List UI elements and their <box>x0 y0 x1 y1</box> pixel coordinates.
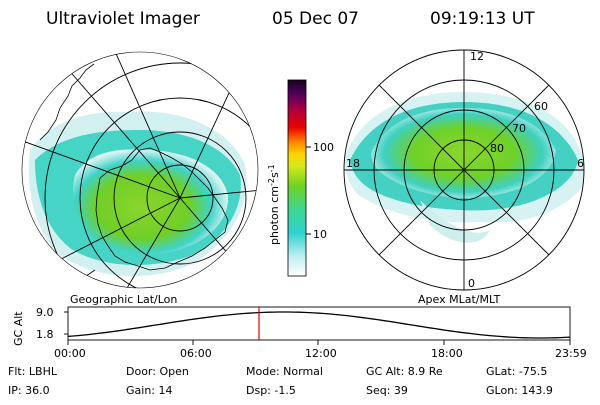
seq-info: Seq: 39 <box>366 384 408 397</box>
colorbar-unit-label: photon cm-2s-1 <box>267 164 282 245</box>
gain-info: Gain: 14 <box>126 384 173 397</box>
time-label: 09:19:13 UT <box>430 9 535 29</box>
door-info: Door: Open <box>126 365 189 378</box>
mlt-label-0: 0 <box>468 277 475 290</box>
mlt-label-18: 18 <box>346 157 360 170</box>
intensity-colorbar: 100 10 photon cm-2s-1 <box>267 79 334 277</box>
time-tick-1200: 12:00 <box>305 347 337 360</box>
time-tick-0600: 06:00 <box>180 347 212 360</box>
altitude-curve <box>67 311 571 339</box>
mode-info: Mode: Normal <box>246 365 323 378</box>
gc-alt-info: GC Alt: 8.9 Re <box>366 365 443 378</box>
gc-alt-axis-label: GC Alt <box>12 311 25 346</box>
info-block: Flt: LBHL IP: 36.0 Door: Open Gain: 14 M… <box>8 365 553 397</box>
geographic-caption: Geographic Lat/Lon <box>70 293 177 306</box>
instrument-title: Ultraviolet Imager <box>46 9 200 29</box>
alt-tick-1.8: 1.8 <box>36 328 54 341</box>
geographic-map: Geographic Lat/Lon <box>21 51 259 306</box>
mlat-label-70: 70 <box>512 122 526 135</box>
glat-info: GLat: -75.5 <box>486 365 547 378</box>
mlat-mlt-polar-plot: 12 18 6 0 60 70 80 Apex MLat/MLT <box>343 49 585 306</box>
time-tick-0000: 00:00 <box>54 347 86 360</box>
glon-info: GLon: 143.9 <box>486 384 553 397</box>
time-tick-2359: 23:59 <box>555 347 587 360</box>
date-label: 05 Dec 07 <box>272 9 359 29</box>
alt-tick-9: 9.0 <box>36 306 54 319</box>
colorbar-tick-10: 10 <box>313 228 327 241</box>
altitude-timeline: GC Alt 9.0 1.8 00:00 06:00 12:00 18:00 2… <box>12 306 587 360</box>
mlt-label-12: 12 <box>470 50 484 63</box>
mlat-label-80: 80 <box>490 142 504 155</box>
filter-info: Flt: LBHL <box>8 365 58 378</box>
apex-caption: Apex MLat/MLT <box>418 293 501 306</box>
dsp-info: Dsp: -1.5 <box>246 384 296 397</box>
mlat-label-60: 60 <box>534 100 548 113</box>
mlt-label-6: 6 <box>577 157 584 170</box>
ip-info: IP: 36.0 <box>8 384 50 397</box>
time-tick-1800: 18:00 <box>431 347 463 360</box>
colorbar-tick-100: 100 <box>313 141 334 154</box>
